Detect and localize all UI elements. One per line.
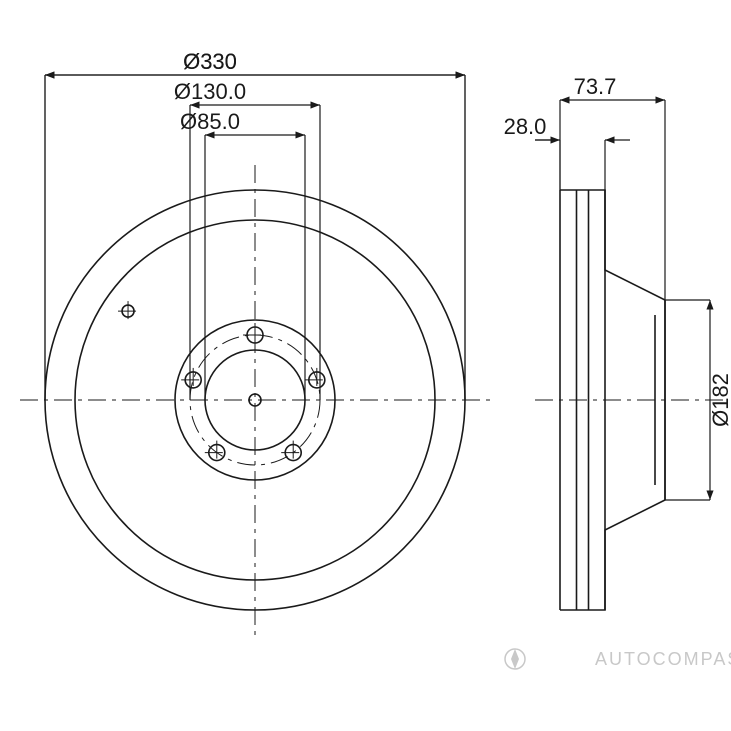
dimensions: Ø330Ø330Ø130.0Ø85.073.728.0Ø182	[45, 49, 731, 500]
svg-text:Ø85.0: Ø85.0	[180, 109, 240, 134]
front-view	[20, 165, 490, 635]
svg-text:Ø330: Ø330	[183, 49, 237, 74]
side-view	[535, 190, 725, 610]
svg-text:Ø182: Ø182	[708, 373, 731, 427]
watermark: AUTOCOMPAS	[505, 649, 731, 669]
svg-text:73.7: 73.7	[574, 74, 617, 99]
svg-text:Ø130.0: Ø130.0	[174, 79, 246, 104]
svg-text:28.0: 28.0	[504, 114, 547, 139]
svg-text:AUTOCOMPAS: AUTOCOMPAS	[595, 649, 731, 669]
technical-drawing: Ø330Ø330Ø130.0Ø85.073.728.0Ø182AUTOCOMPA…	[0, 0, 731, 731]
